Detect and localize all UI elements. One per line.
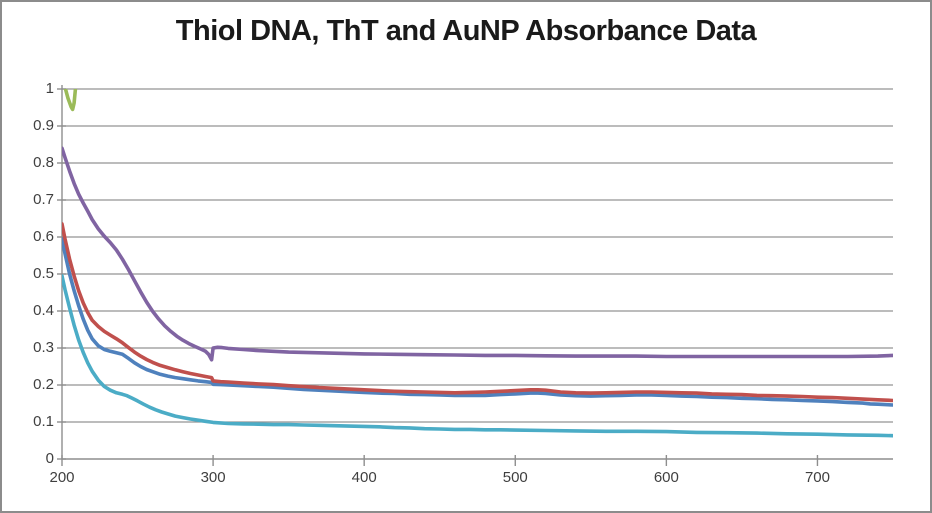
y-tick-label-1: 1 — [45, 80, 54, 97]
x-tick-label-500: 500 — [502, 469, 528, 486]
series-group — [62, 89, 893, 438]
y-tick-label-0.7: 0.7 — [33, 191, 54, 208]
y-tick-label-0.9: 0.9 — [33, 117, 54, 134]
chart-title: Thiol DNA, ThT and AuNP Absorbance Data — [175, 15, 757, 47]
y-tick-label-0.3: 0.3 — [33, 339, 54, 356]
series-line-series-4-purple — [62, 146, 893, 362]
y-tick-label-0.4: 0.4 — [33, 302, 54, 319]
series-line-series-3-green — [63, 89, 78, 112]
y-tick-label-0.2: 0.2 — [33, 376, 54, 393]
series-line-series-5-cyan — [62, 274, 893, 438]
y-tick-label-0.6: 0.6 — [33, 228, 54, 245]
series-line-series-1-blue — [62, 237, 893, 407]
x-tick-label-200: 200 — [49, 469, 75, 486]
y-tick-label-0.1: 0.1 — [33, 413, 54, 430]
y-tick-label-0.8: 0.8 — [33, 154, 54, 171]
x-tick-label-400: 400 — [351, 469, 377, 486]
y-tick-label-0.5: 0.5 — [33, 265, 54, 282]
y-tick-label-0: 0 — [45, 450, 54, 467]
x-tick-label-700: 700 — [804, 469, 830, 486]
x-tick-label-600: 600 — [653, 469, 679, 486]
series-line-series-2-red — [62, 222, 893, 403]
x-tick-label-300: 300 — [200, 469, 226, 486]
